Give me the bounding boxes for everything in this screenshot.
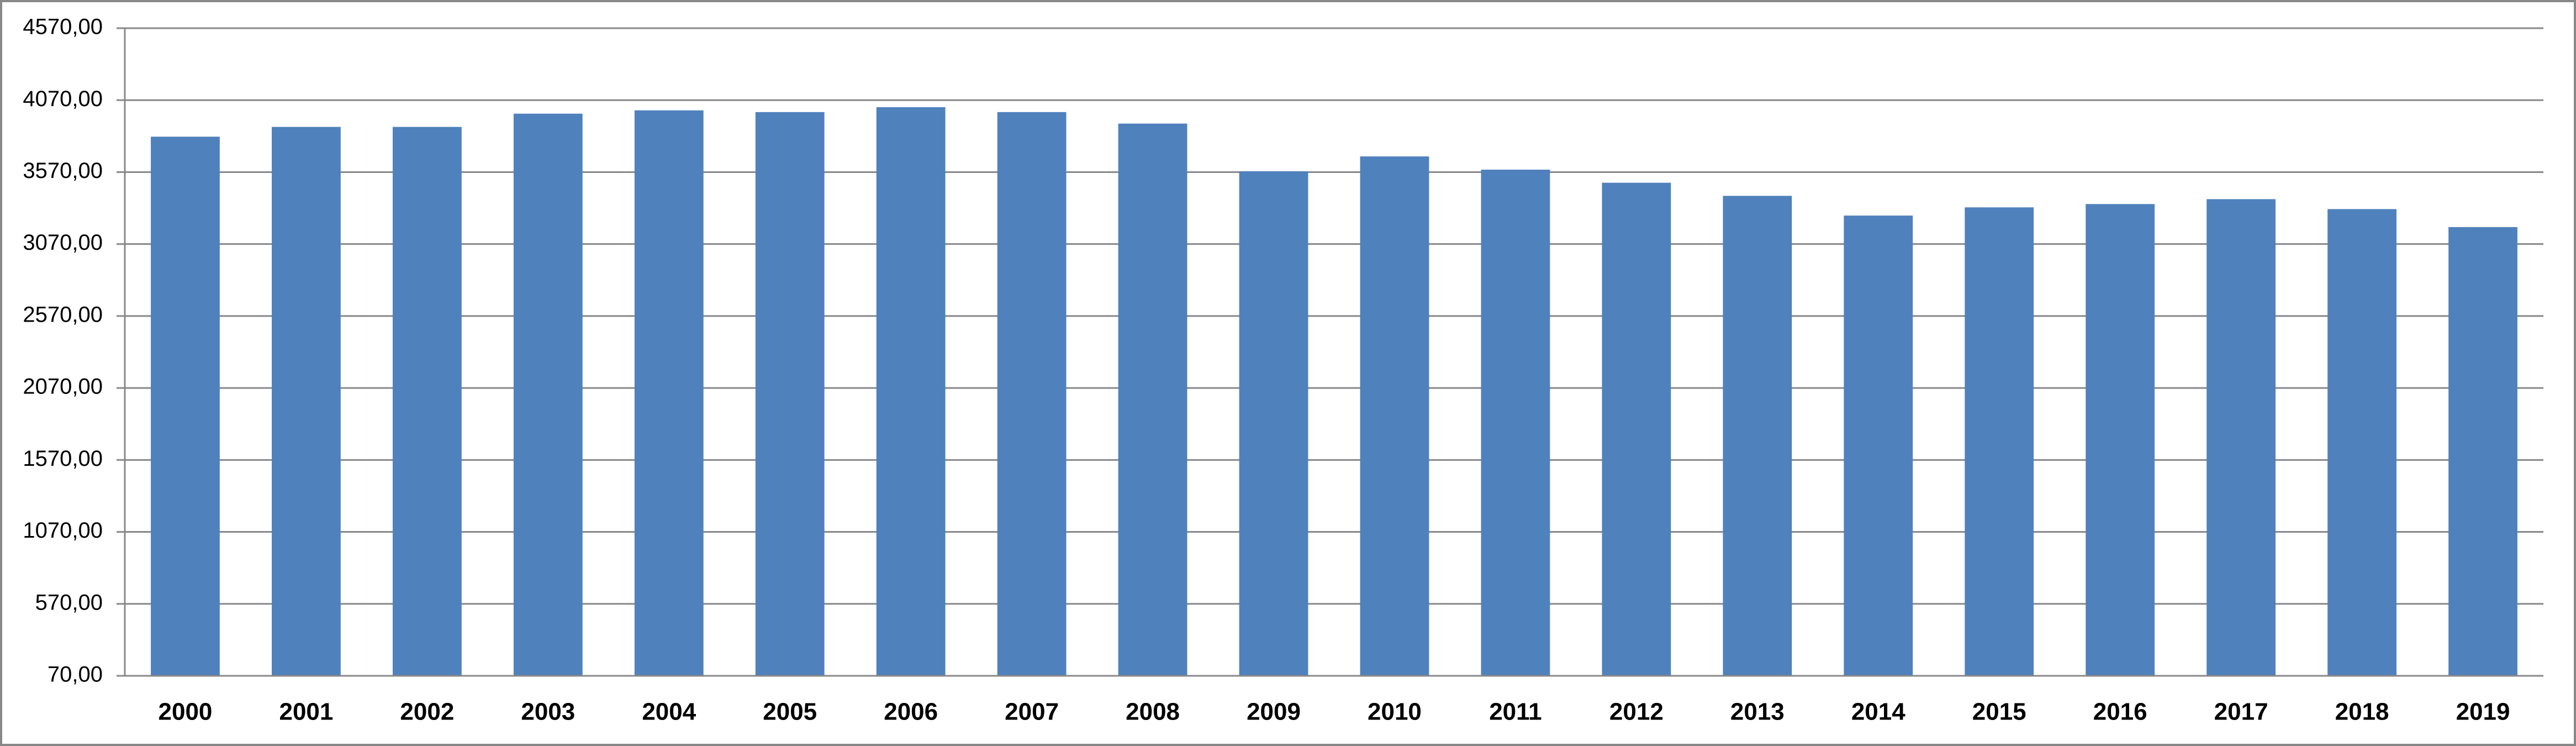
- x-tick-label: 2004: [642, 698, 696, 726]
- x-tick-label: 2011: [1489, 698, 1542, 726]
- bar: [1360, 156, 1429, 676]
- x-tick-label: 2015: [1972, 698, 2026, 726]
- y-tick-label: 4070,00: [23, 87, 103, 111]
- bar: [1481, 170, 1550, 676]
- x-tick-label: 2008: [1126, 698, 1180, 726]
- x-tick-label: 2003: [521, 698, 575, 726]
- x-tick-label: 2009: [1247, 698, 1301, 726]
- bar: [1239, 171, 1308, 676]
- x-tick-label: 2018: [2335, 698, 2389, 726]
- x-tick-label: 2017: [2214, 698, 2268, 726]
- x-tick-label: 2002: [400, 698, 454, 726]
- y-tick-label: 570,00: [35, 590, 103, 614]
- bar: [2327, 209, 2396, 676]
- y-tick-label: 70,00: [47, 663, 103, 687]
- x-tick-label: 2006: [884, 698, 938, 726]
- bar: [997, 112, 1067, 676]
- y-tick-label: 3070,00: [23, 230, 103, 255]
- x-tick-label: 2001: [279, 698, 333, 726]
- bar: [2448, 227, 2517, 676]
- x-tick-label: 2016: [2093, 698, 2147, 726]
- bar: [1118, 123, 1187, 676]
- bar: [634, 110, 704, 676]
- bar: [1602, 182, 1671, 676]
- x-tick-label: 2007: [1005, 698, 1059, 726]
- bar: [755, 112, 825, 676]
- bar: [1723, 196, 1792, 676]
- bar: [513, 113, 583, 676]
- bar: [272, 127, 341, 676]
- y-tick-label: 2570,00: [23, 302, 103, 327]
- bar: [151, 136, 220, 676]
- bar: [1844, 216, 1913, 676]
- y-tick-label: 4570,00: [23, 15, 103, 39]
- x-tick-label: 2019: [2456, 698, 2510, 726]
- y-tick-label: 1070,00: [23, 518, 103, 543]
- bar: [1965, 207, 2034, 676]
- bar: [2207, 199, 2276, 676]
- y-tick-label: 1570,00: [23, 446, 103, 471]
- x-tick-label: 2014: [1851, 698, 1905, 726]
- bar: [876, 107, 946, 676]
- x-tick-label: 2013: [1730, 698, 1785, 726]
- y-tick-label: 2070,00: [23, 375, 103, 399]
- y-tick-label: 3570,00: [23, 159, 103, 183]
- x-tick-label: 2000: [159, 698, 213, 726]
- bar: [2086, 204, 2155, 676]
- bar: [392, 127, 462, 676]
- x-tick-label: 2010: [1368, 698, 1422, 726]
- x-tick-label: 2012: [1609, 698, 1664, 726]
- x-tick-label: 2005: [763, 698, 817, 726]
